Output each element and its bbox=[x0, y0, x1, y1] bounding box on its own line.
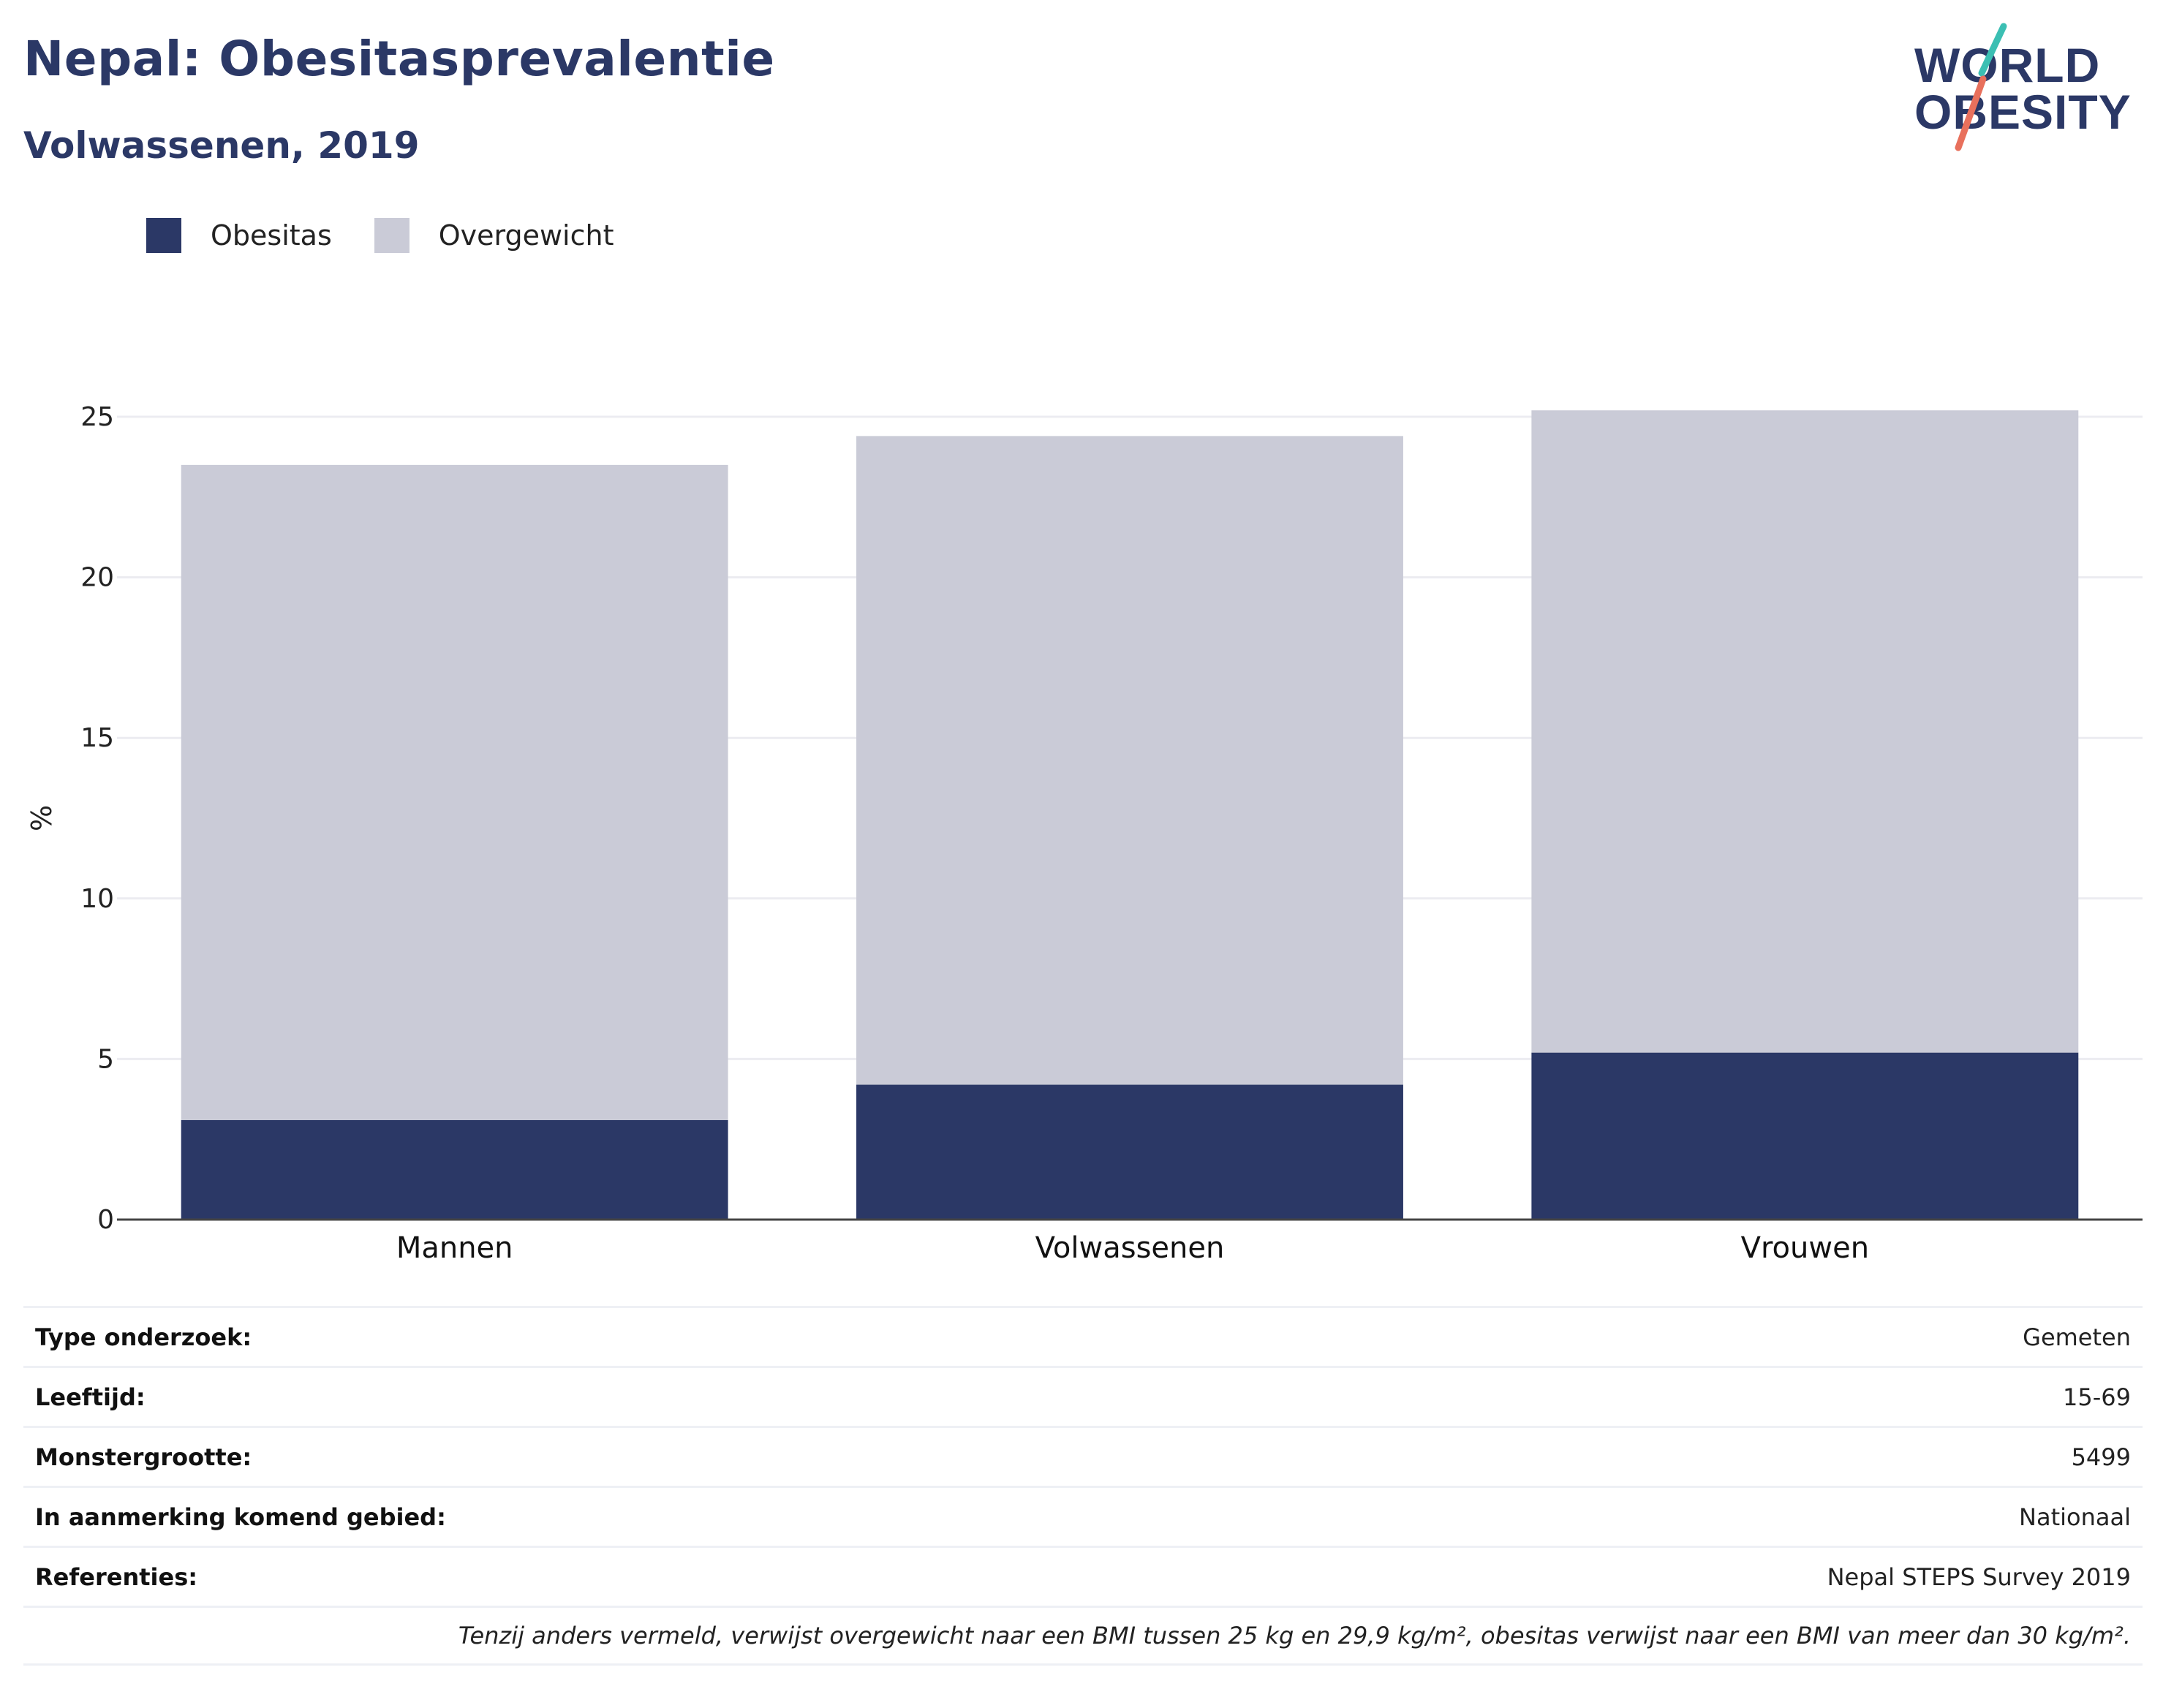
info-row-age: Leeftijd: 15-69 bbox=[23, 1366, 2143, 1426]
legend-swatch-obesitas bbox=[146, 218, 181, 253]
info-row-references: Referenties: Nepal STEPS Survey 2019 bbox=[23, 1546, 2143, 1606]
survey-info-table: Type onderzoek: Gemeten Leeftijd: 15-69 … bbox=[23, 1306, 2143, 1666]
bar-overgewicht-mannen bbox=[181, 464, 728, 1120]
info-value: Nationaal bbox=[2019, 1503, 2131, 1531]
info-key: Leeftijd: bbox=[35, 1383, 146, 1411]
chart-legend: Obesitas Overgewicht bbox=[146, 216, 657, 254]
logo-line-2: OBESITY bbox=[1914, 85, 2132, 139]
bar-overgewicht-vrouwen bbox=[1531, 410, 2079, 1053]
info-value: 15-69 bbox=[2063, 1383, 2131, 1411]
y-tick-label: 5 bbox=[97, 1044, 114, 1074]
bar-obesitas-volwassenen bbox=[856, 1084, 1403, 1220]
chart-title: Nepal: Obesitasprevalentie bbox=[23, 31, 775, 87]
info-key: In aanmerking komend gebied: bbox=[35, 1503, 446, 1531]
info-value: Nepal STEPS Survey 2019 bbox=[1827, 1562, 2131, 1591]
logo-line-1: WORLD bbox=[1914, 38, 2101, 92]
legend-label-overgewicht: Overgewicht bbox=[438, 219, 614, 252]
info-key: Referenties: bbox=[35, 1562, 198, 1591]
info-value: Gemeten bbox=[2023, 1323, 2131, 1351]
info-key: Type onderzoek: bbox=[35, 1323, 252, 1351]
bar-overgewicht-volwassenen bbox=[856, 436, 1403, 1085]
info-row-sample-size: Monstergrootte: 5499 bbox=[23, 1426, 2143, 1486]
x-tick-label: Vrouwen bbox=[1741, 1231, 1869, 1265]
y-tick-label: 10 bbox=[80, 884, 114, 914]
bmi-definition-note: Tenzij anders vermeld, verwijst overgewi… bbox=[458, 1622, 2131, 1650]
y-tick-label: 0 bbox=[97, 1205, 114, 1235]
chart-subtitle: Volwassenen, 2019 bbox=[23, 124, 420, 167]
y-tick-label: 25 bbox=[80, 402, 114, 432]
bar-chart: 0 5 10 15 20 25% Mannen Volwassenen Vrouwen bbox=[26, 402, 2143, 1265]
y-axis-label: % bbox=[26, 805, 58, 831]
legend-item-overgewicht[interactable]: Overgewicht bbox=[374, 218, 614, 253]
info-row-type: Type onderzoek: Gemeten bbox=[23, 1306, 2143, 1366]
info-row-area: In aanmerking komend gebied: Nationaal bbox=[23, 1486, 2143, 1546]
legend-swatch-overgewicht bbox=[374, 218, 409, 253]
bar-obesitas-vrouwen bbox=[1531, 1052, 2079, 1220]
legend-label-obesitas: Obesitas bbox=[211, 219, 332, 252]
info-key: Monstergrootte: bbox=[35, 1443, 252, 1471]
world-obesity-logo: WORLD OBESITY bbox=[1901, 20, 2150, 159]
y-tick-label: 15 bbox=[80, 723, 114, 753]
bar-obesitas-mannen bbox=[181, 1119, 728, 1220]
legend-item-obesitas[interactable]: Obesitas bbox=[146, 218, 332, 253]
info-value: 5499 bbox=[2071, 1443, 2131, 1471]
info-note-row: Tenzij anders vermeld, verwijst overgewi… bbox=[23, 1606, 2143, 1666]
logo-slash-icon bbox=[1955, 23, 2007, 151]
x-tick-label: Mannen bbox=[396, 1231, 513, 1265]
x-tick-label: Volwassenen bbox=[1035, 1231, 1225, 1265]
y-tick-label: 20 bbox=[80, 563, 114, 593]
